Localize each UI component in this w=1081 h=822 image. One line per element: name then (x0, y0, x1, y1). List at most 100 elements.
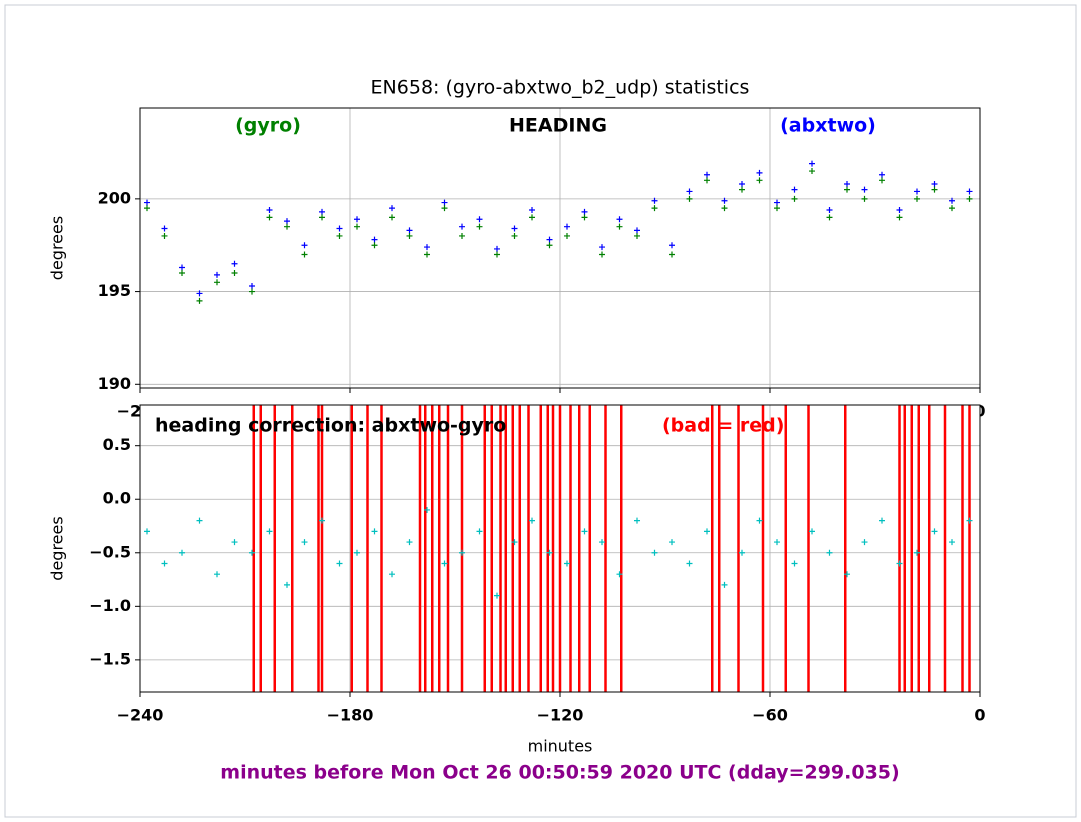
point (949, 539, 955, 546)
point (896, 214, 903, 221)
point (301, 539, 308, 546)
point (214, 571, 220, 578)
point (686, 560, 693, 567)
point (301, 251, 308, 258)
point (336, 232, 343, 239)
point (861, 186, 868, 193)
point (406, 539, 413, 546)
chart-title: EN658: (gyro-abxtwo_b2_udp) statistics (371, 77, 750, 99)
point (581, 528, 588, 535)
point (686, 195, 693, 202)
point (844, 186, 850, 193)
point (494, 592, 500, 599)
point (564, 232, 570, 239)
point (704, 528, 710, 535)
point (319, 214, 325, 221)
point (161, 225, 168, 232)
point (511, 232, 518, 239)
bad-label: (bad = red) (662, 415, 784, 437)
point (809, 528, 815, 535)
y-tick-label: 195 (98, 281, 131, 300)
y-tick-label: 0.5 (103, 435, 131, 454)
point (371, 236, 378, 243)
point (774, 539, 780, 546)
axes-frame (139, 404, 981, 693)
point (406, 232, 413, 239)
point (791, 186, 798, 193)
point (669, 539, 675, 546)
point (336, 225, 343, 232)
point (214, 271, 220, 278)
point (931, 528, 938, 535)
point (546, 549, 553, 556)
point (144, 528, 150, 535)
point (459, 549, 465, 556)
annotation: HEADING (509, 115, 607, 137)
point (669, 242, 675, 249)
point (529, 517, 535, 524)
y-tick-label: 0.0 (103, 489, 131, 508)
point (599, 251, 605, 258)
y-axis-label: degrees (48, 516, 67, 580)
point (494, 245, 500, 252)
point (809, 168, 815, 175)
point (966, 517, 973, 524)
point (739, 181, 745, 188)
point (266, 528, 273, 535)
point (739, 549, 745, 556)
x-tick-label: −60 (752, 706, 788, 725)
point (354, 216, 360, 223)
point (266, 206, 273, 213)
point (634, 517, 640, 524)
x-tick-label: −120 (537, 706, 584, 725)
point (214, 279, 220, 286)
point (284, 218, 290, 225)
point (616, 571, 623, 578)
point (844, 181, 850, 188)
point (914, 188, 920, 195)
point (144, 205, 150, 212)
point (319, 208, 325, 215)
point (179, 264, 185, 271)
point (441, 199, 448, 206)
x-tick-label: −240 (117, 706, 164, 725)
point (669, 251, 675, 258)
x-axis-label: minutes (528, 737, 593, 756)
point (179, 270, 185, 277)
point (564, 223, 570, 230)
axes-frame (139, 107, 981, 389)
point (861, 539, 868, 546)
point (529, 206, 535, 213)
point (879, 177, 885, 184)
point (966, 195, 973, 202)
point (161, 232, 168, 239)
point (494, 251, 500, 258)
y-tick-label: 190 (98, 374, 131, 393)
point (476, 223, 483, 230)
point (844, 571, 850, 578)
point (231, 539, 238, 546)
point (476, 216, 483, 223)
point (476, 528, 483, 535)
point (529, 214, 535, 221)
point (406, 227, 413, 234)
point (249, 283, 255, 290)
point (284, 223, 290, 230)
point (966, 188, 973, 195)
point (441, 560, 448, 567)
point (826, 214, 833, 221)
point (721, 581, 728, 588)
point (546, 236, 553, 243)
point (651, 197, 658, 204)
y-axis-label: degrees (48, 216, 67, 280)
point (896, 206, 903, 213)
point (774, 199, 780, 206)
point (161, 560, 168, 567)
point (616, 223, 623, 230)
point (634, 232, 640, 239)
point (651, 549, 658, 556)
point (389, 205, 395, 212)
point (284, 581, 290, 588)
point (249, 288, 255, 295)
annotation: heading correction: abxtwo-gyro (155, 415, 506, 437)
